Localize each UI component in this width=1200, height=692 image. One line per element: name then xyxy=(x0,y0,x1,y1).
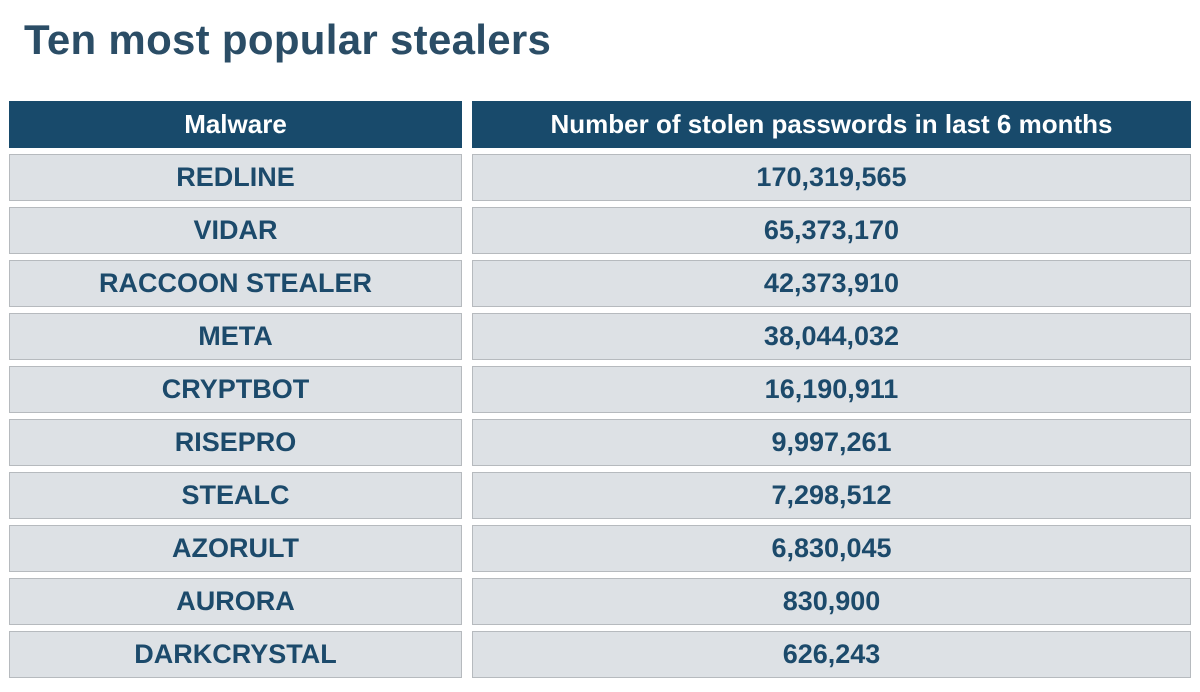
table-row: DARKCRYSTAL 626,243 xyxy=(9,631,1191,678)
malware-cell: CRYPTBOT xyxy=(9,366,462,413)
table-header-row: Malware Number of stolen passwords in la… xyxy=(9,101,1191,148)
count-cell: 9,997,261 xyxy=(472,419,1191,466)
table-row: STEALC 7,298,512 xyxy=(9,472,1191,519)
table-row: RISEPRO 9,997,261 xyxy=(9,419,1191,466)
malware-cell: VIDAR xyxy=(9,207,462,254)
malware-cell: STEALC xyxy=(9,472,462,519)
table-row: VIDAR 65,373,170 xyxy=(9,207,1191,254)
table-row: AZORULT 6,830,045 xyxy=(9,525,1191,572)
header-stolen-passwords: Number of stolen passwords in last 6 mon… xyxy=(472,101,1191,148)
count-cell: 6,830,045 xyxy=(472,525,1191,572)
malware-cell: DARKCRYSTAL xyxy=(9,631,462,678)
header-malware: Malware xyxy=(9,101,462,148)
count-cell: 830,900 xyxy=(472,578,1191,625)
malware-cell: RACCOON STEALER xyxy=(9,260,462,307)
malware-cell: REDLINE xyxy=(9,154,462,201)
page-title: Ten most popular stealers xyxy=(24,16,552,63)
count-cell: 65,373,170 xyxy=(472,207,1191,254)
table-row: REDLINE 170,319,565 xyxy=(9,154,1191,201)
malware-cell: RISEPRO xyxy=(9,419,462,466)
count-cell: 7,298,512 xyxy=(472,472,1191,519)
table-row: RACCOON STEALER 42,373,910 xyxy=(9,260,1191,307)
table-row: AURORA 830,900 xyxy=(9,578,1191,625)
malware-cell: META xyxy=(9,313,462,360)
table-row: CRYPTBOT 16,190,911 xyxy=(9,366,1191,413)
count-cell: 626,243 xyxy=(472,631,1191,678)
table-row: META 38,044,032 xyxy=(9,313,1191,360)
stealers-table: Malware Number of stolen passwords in la… xyxy=(9,101,1191,684)
count-cell: 42,373,910 xyxy=(472,260,1191,307)
count-cell: 38,044,032 xyxy=(472,313,1191,360)
count-cell: 16,190,911 xyxy=(472,366,1191,413)
malware-cell: AZORULT xyxy=(9,525,462,572)
count-cell: 170,319,565 xyxy=(472,154,1191,201)
malware-cell: AURORA xyxy=(9,578,462,625)
